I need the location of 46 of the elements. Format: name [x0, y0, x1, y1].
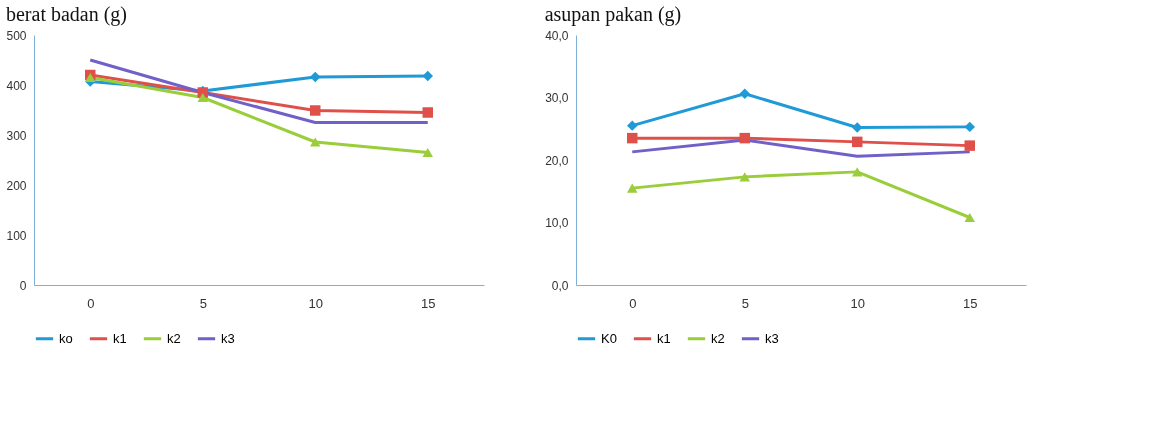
x-tick-label: 5 [741, 295, 749, 311]
point [964, 212, 975, 223]
point [964, 121, 975, 133]
point [422, 107, 433, 118]
y-tick-label: 200 [6, 178, 27, 193]
legend-label: ko [59, 330, 73, 346]
point [739, 88, 750, 99]
y-tick-label: 0,0 [551, 278, 569, 293]
y-tick-label: 40,0 [545, 28, 569, 43]
chart-title: asupan pakan (g) [544, 3, 682, 26]
point [852, 136, 863, 148]
legend-label: k1 [657, 330, 671, 346]
y-tick-label: 100 [6, 228, 27, 243]
point [310, 105, 321, 116]
legend-label: k1 [113, 330, 127, 346]
x-tick-label: 10 [850, 295, 865, 311]
point [310, 71, 321, 83]
y-tick-label: 10,0 [545, 216, 569, 230]
point [310, 137, 321, 147]
legend-label: k2 [711, 330, 725, 346]
x-tick-label: 10 [308, 295, 323, 311]
x-tick-label: 15 [421, 295, 436, 311]
point [422, 147, 433, 158]
x-tick-label: 0 [629, 295, 637, 311]
point [627, 132, 638, 144]
y-tick-label: 400 [6, 78, 27, 93]
chart-title: berat badan (g) [5, 3, 128, 26]
point [739, 132, 750, 144]
point [627, 183, 638, 193]
x-tick-label: 15 [963, 295, 978, 311]
x-tick-label: 5 [199, 295, 207, 311]
y-tick-label: 500 [6, 28, 27, 43]
y-tick-label: 0 [19, 278, 27, 293]
point [739, 172, 750, 182]
legend-label: k3 [765, 330, 779, 346]
y-tick-label: 20,0 [545, 153, 569, 168]
point [964, 140, 975, 151]
legend-label: K0 [601, 330, 617, 346]
point [422, 70, 433, 82]
point [627, 120, 638, 131]
y-tick-label: 300 [6, 128, 27, 143]
legend-label: k3 [221, 330, 235, 346]
legend-label: k2 [167, 330, 181, 346]
x-tick-label: 0 [87, 295, 95, 311]
point [197, 92, 208, 103]
y-tick-label: 30,0 [545, 91, 569, 105]
